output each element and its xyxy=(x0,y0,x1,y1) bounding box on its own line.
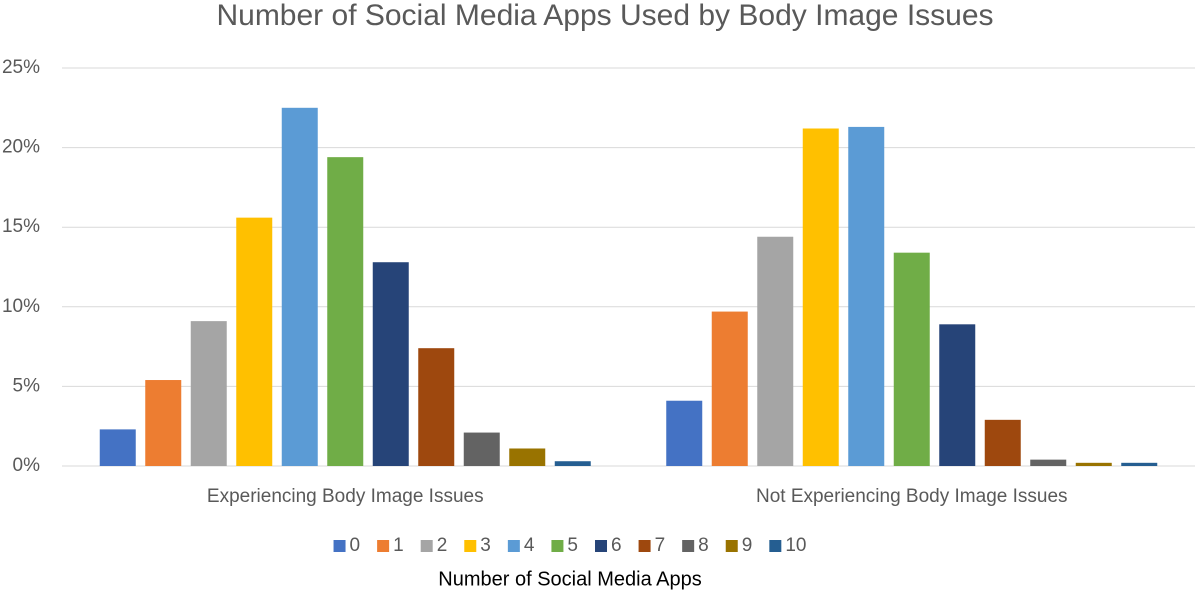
legend-swatch xyxy=(464,540,477,552)
chart-title: Number of Social Media Apps Used by Body… xyxy=(216,0,993,32)
legend-label: 4 xyxy=(524,535,535,556)
legend-swatch xyxy=(507,540,520,552)
bar xyxy=(984,419,1021,466)
bar xyxy=(372,262,409,466)
bar xyxy=(939,324,976,466)
legend-label: 1 xyxy=(393,535,404,556)
legend-swatch xyxy=(725,540,738,552)
bar xyxy=(99,429,136,466)
y-tick-label: 15% xyxy=(2,216,40,237)
legend-label: 8 xyxy=(698,535,709,556)
bar xyxy=(281,107,318,467)
legend-label: 9 xyxy=(742,535,753,556)
legend-label: 5 xyxy=(567,535,578,556)
bar xyxy=(666,400,703,466)
legend-swatch xyxy=(333,540,346,552)
x-tick-label: Experiencing Body Image Issues xyxy=(207,486,484,507)
legend-label: 10 xyxy=(785,535,806,556)
bar xyxy=(418,348,455,466)
legend-swatch xyxy=(420,540,433,552)
bar xyxy=(893,252,930,466)
legend-swatch xyxy=(638,540,651,552)
bar xyxy=(711,311,748,466)
bar xyxy=(145,380,182,466)
legend-label: 6 xyxy=(611,535,622,556)
bar xyxy=(190,321,227,466)
bar xyxy=(1121,462,1158,466)
bar xyxy=(848,126,885,467)
bar xyxy=(802,128,839,466)
x-tick-label: Not Experiencing Body Image Issues xyxy=(756,486,1068,507)
y-tick-label: 10% xyxy=(2,296,40,317)
legend-swatch xyxy=(682,540,695,552)
legend-swatch xyxy=(595,540,608,552)
legend-swatch xyxy=(551,540,564,552)
bar xyxy=(554,461,591,466)
bar xyxy=(463,432,500,466)
bar xyxy=(327,157,364,467)
y-tick-label: 5% xyxy=(13,375,41,396)
bar xyxy=(1075,462,1112,466)
x-axis-title: Number of Social Media Apps xyxy=(438,568,701,590)
legend-label: 2 xyxy=(437,535,448,556)
y-tick-label: 25% xyxy=(2,57,40,78)
bar xyxy=(1030,459,1067,466)
legend: 0 1 2 3 4 5 6 7 8 9 10 xyxy=(333,535,806,556)
legend-label: 0 xyxy=(350,535,361,556)
bar xyxy=(757,236,794,466)
y-tick-label: 20% xyxy=(2,137,40,158)
legend-swatch xyxy=(769,540,782,552)
legend-swatch xyxy=(377,540,390,552)
legend-label: 7 xyxy=(655,535,666,556)
bar xyxy=(509,448,546,466)
y-tick-label: 0% xyxy=(13,455,41,476)
bar xyxy=(236,217,273,466)
legend-label: 3 xyxy=(480,535,491,556)
